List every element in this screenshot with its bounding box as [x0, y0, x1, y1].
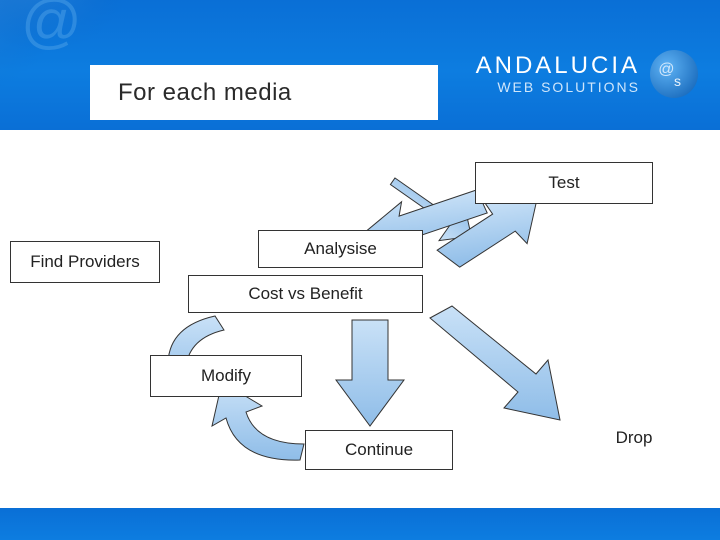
node-analysise: Analysise [258, 230, 423, 268]
node-label: Test [548, 173, 579, 193]
brand-logo: ANDALUCIA WEB SOLUTIONS @s [476, 50, 698, 98]
page-title: For each media [90, 65, 438, 120]
node-cost-vs-benefit: Cost vs Benefit [188, 275, 423, 313]
node-continue: Continue [305, 430, 453, 470]
svg-text:@: @ [20, 0, 81, 55]
title-text: For each media [118, 79, 292, 107]
node-modify: Modify [150, 355, 302, 397]
node-label: Cost vs Benefit [248, 284, 362, 304]
node-label: Continue [345, 440, 413, 460]
brand-badge-icon: @s [650, 50, 698, 98]
arrow-cost-to-continue [336, 320, 404, 426]
node-find-providers: Find Providers [10, 241, 160, 283]
footer-band [0, 508, 720, 540]
node-drop: Drop [570, 418, 698, 458]
svg-text:@: @ [658, 61, 674, 78]
node-label: Modify [201, 366, 251, 386]
arrow-cost-to-drop [430, 306, 560, 420]
diagram-stage: Find Providers Test Analysise Cost vs Be… [0, 130, 720, 508]
svg-text:s: s [674, 73, 681, 89]
node-label: Analysise [304, 239, 377, 259]
node-label: Find Providers [30, 252, 140, 272]
arrow-analysise-to-test [431, 194, 547, 270]
brand-tagline: WEB SOLUTIONS [476, 80, 640, 94]
header: @ For each media ANDALUCIA WEB SOLUTIONS… [0, 0, 720, 130]
node-test: Test [475, 162, 653, 204]
brand-name: ANDALUCIA [476, 54, 640, 78]
node-label: Drop [616, 428, 653, 448]
